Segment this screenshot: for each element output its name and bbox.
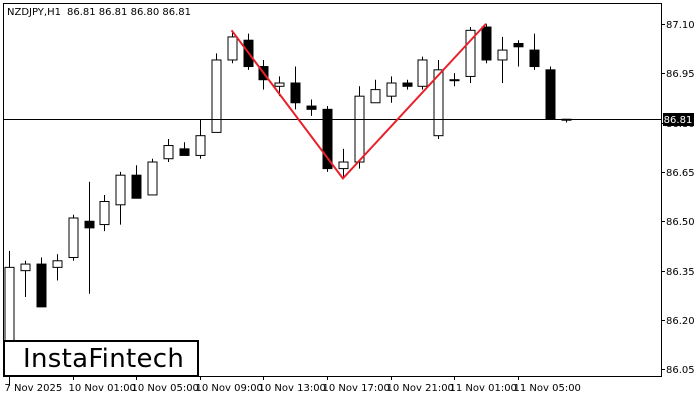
x-tick-label: 10 Nov 17:00: [323, 383, 390, 394]
candle: [322, 106, 333, 172]
current-price-label: 86.81: [664, 115, 693, 126]
x-tick-label: 10 Nov 09:00: [196, 383, 263, 394]
candle-body-bearish: [529, 49, 540, 68]
y-tick-label: 87.10: [666, 20, 695, 31]
candle-body-bullish: [115, 174, 126, 206]
candle: [68, 214, 79, 261]
candle-body-bearish: [402, 82, 413, 87]
x-tick-label: 10 Nov 05:00: [132, 383, 199, 394]
candle: [306, 99, 317, 116]
x-tick-label: 10 Nov 01:00: [69, 383, 136, 394]
candle: [20, 260, 31, 297]
candle-body-bullish: [195, 135, 206, 156]
candle: [163, 138, 174, 163]
x-tick-label: 10 Nov 21:00: [387, 383, 454, 394]
candle-body-bearish: [545, 69, 556, 120]
candle-body-bearish: [179, 148, 190, 156]
candle: [417, 56, 428, 90]
candle: [465, 27, 476, 84]
candle: [386, 76, 397, 103]
candle-body-bullish: [211, 59, 222, 133]
candle-body-bearish: [290, 82, 301, 104]
candle-body-bullish: [147, 161, 158, 196]
logo-text: InstaFintech: [23, 344, 185, 374]
y-tick-label: 86.50: [666, 217, 695, 228]
candle-body-bullish: [386, 82, 397, 97]
y-tick-label: 86.95: [666, 69, 695, 80]
candle-body-bearish: [322, 108, 333, 170]
candle-body-bullish: [449, 79, 460, 82]
candle-body-bullish: [433, 69, 444, 137]
current-price-tag: 86.81: [663, 113, 694, 126]
candle: [52, 254, 63, 281]
candle-body-bullish: [465, 29, 476, 77]
candle-body-bullish: [370, 89, 381, 104]
candle: [147, 158, 158, 196]
candle: [195, 119, 206, 159]
candle-body-bearish: [131, 174, 142, 199]
instafintech-logo: InstaFintech: [3, 340, 199, 377]
x-tick-label: 11 Nov 05:00: [514, 383, 581, 394]
candle: [529, 33, 540, 70]
candle: [481, 23, 492, 64]
candle: [354, 86, 365, 169]
candle: [402, 79, 413, 90]
y-tick-label: 86.20: [666, 316, 695, 327]
candle-body-bullish: [68, 217, 79, 258]
candle-body-bearish: [36, 263, 47, 308]
candle: [338, 148, 349, 179]
candle: [449, 73, 460, 87]
candle-body-bullish: [227, 36, 238, 61]
candle-body-bullish: [417, 59, 428, 87]
chart-header: NZDJPY,H1 86.81 86.81 86.80 86.81: [7, 7, 191, 18]
y-tick-label: 86.35: [666, 267, 695, 278]
x-tick-label: 7 Nov 2025: [5, 383, 63, 394]
candle: [84, 181, 95, 294]
candle-body-bullish: [52, 260, 63, 268]
candle: [115, 171, 126, 225]
candle: [513, 40, 524, 67]
candle-body-bullish: [99, 201, 110, 226]
candle: [545, 66, 556, 120]
candle: [290, 66, 301, 110]
ohlc-label: 86.81 86.81 86.80 86.81: [67, 7, 191, 18]
y-tick-label: 86.65: [666, 168, 695, 179]
x-tick-label: 10 Nov 13:00: [259, 383, 326, 394]
candle: [211, 53, 222, 133]
candle-body-bullish: [497, 49, 508, 61]
candle-body-bearish: [481, 26, 492, 61]
candle: [179, 142, 190, 156]
candle: [433, 59, 444, 139]
y-tick-label: 86.05: [666, 365, 695, 376]
candle: [131, 165, 142, 199]
candle: [36, 257, 47, 308]
candle: [497, 36, 508, 84]
double-top-pattern-line: [230, 23, 487, 181]
candle-body-bullish: [20, 263, 31, 272]
x-tick-label: 11 Nov 01:00: [450, 383, 517, 394]
candle: [370, 79, 381, 104]
candle: [227, 30, 238, 64]
candle-body-bearish: [513, 43, 524, 48]
plot-frame: [3, 3, 662, 377]
candle-body-bearish: [84, 220, 95, 229]
candle-body-bullish: [163, 145, 174, 160]
symbol-label: NZDJPY,H1: [7, 7, 61, 18]
candle-body-bearish: [306, 105, 317, 110]
candle-body-bullish: [354, 95, 365, 163]
candle-body-bullish: [338, 161, 349, 170]
candle: [99, 194, 110, 232]
candle-body-bullish: [274, 82, 285, 87]
